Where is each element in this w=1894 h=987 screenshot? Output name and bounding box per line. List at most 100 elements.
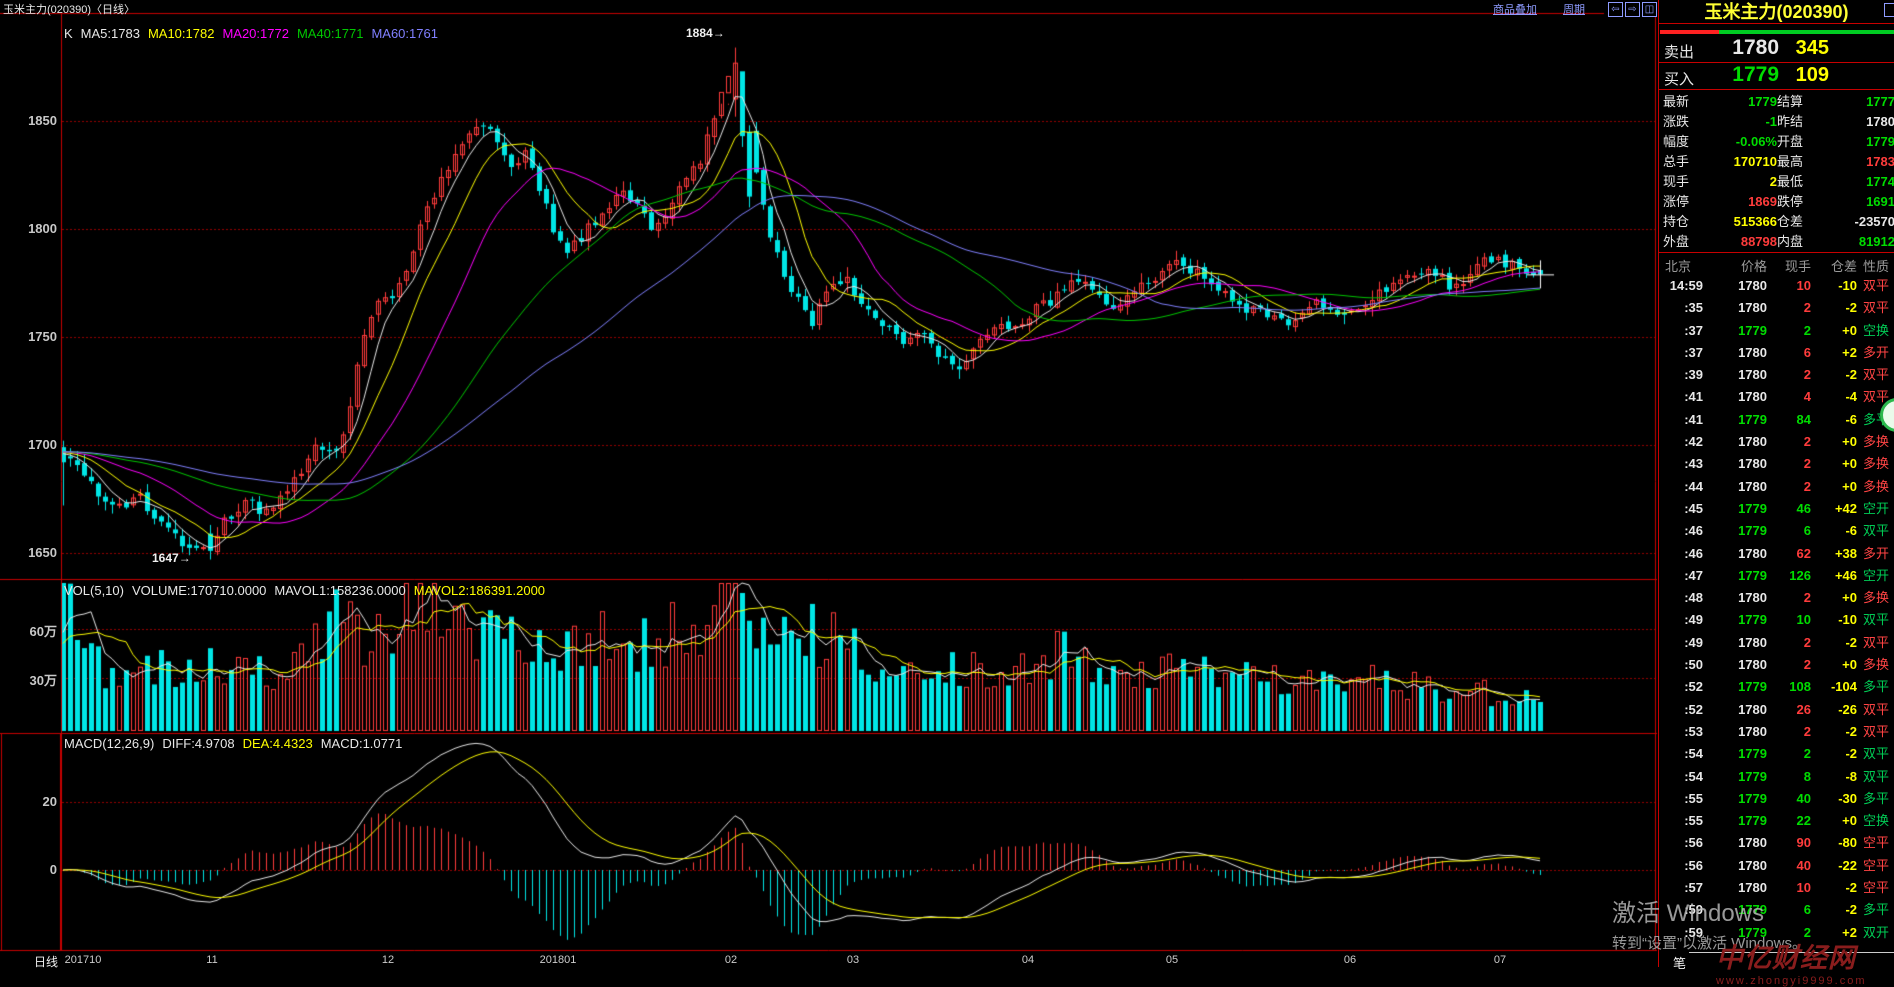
tick-cell: :54 [1684, 746, 1703, 762]
stat-label: 开盘 [1777, 134, 1804, 149]
tick-row: :56 1780 40 -22 空平 [1659, 855, 1894, 877]
tick-cell: 1779 [1738, 322, 1767, 338]
bid-row[interactable]: 买入 1779 109 [1659, 63, 1894, 90]
y-axis-label: 1750 [28, 329, 57, 344]
tick-cell: 1780 [1738, 723, 1767, 739]
y-axis-label: 1850 [28, 113, 57, 128]
tick-cell: 62 [1796, 545, 1811, 561]
tick-cell: :41 [1684, 389, 1703, 405]
stat-value: 88798 [1740, 234, 1777, 249]
tab-ticks[interactable]: 笔 [1673, 956, 1687, 971]
forward-arrow-icon[interactable]: ⇨ [1625, 2, 1640, 17]
tick-cell: 1779 [1738, 567, 1767, 583]
tick-cell: 1780 [1738, 434, 1767, 450]
quote-panel: 玉米主力(020390) 卖出 1780 345 买入 1779 109 最新 1… [1658, 0, 1894, 971]
site-watermark-url: www.zhongyi9999.com [1716, 975, 1867, 987]
tick-cell: 90 [1796, 835, 1811, 851]
kline-indicator-header: K MA5:1783 MA10:1782 MA20:1772 MA40:1771 MA60… [64, 25, 446, 43]
stat-label: 最新 [1663, 94, 1690, 109]
back-arrow-icon[interactable]: ⇦ [1608, 2, 1623, 17]
tick-cell: -2 [1845, 880, 1857, 896]
indicator-value: MACD(12,26,9) [64, 736, 155, 751]
tick-cell: 2 [1803, 723, 1811, 739]
tick-cell: +0 [1842, 456, 1857, 472]
stat-value: -0.06% [1735, 134, 1777, 149]
tick-cell: +0 [1842, 813, 1857, 829]
stat-label: 幅度 [1663, 134, 1690, 149]
stat-label: 外盘 [1663, 234, 1690, 249]
tick-row: :53 1780 2 -2 双平 [1659, 721, 1894, 743]
buy-sell-strength-bar [1660, 30, 1894, 34]
stat-value: 81912 [1858, 234, 1894, 249]
tick-row: :56 1780 90 -80 空平 [1659, 832, 1894, 854]
tick-cell: 多换 [1863, 590, 1890, 606]
tick-cell: 46 [1796, 500, 1811, 516]
tick-cell: :53 [1684, 723, 1703, 739]
tick-cell: -2 [1845, 902, 1857, 918]
panel-corner-icon[interactable] [1884, 3, 1894, 17]
tick-cell: :55 [1684, 813, 1703, 829]
tick-cell: :46 [1684, 545, 1703, 561]
tick-cell: 4 [1803, 389, 1811, 405]
tick-row: :59 1779 6 -2 多平 [1659, 899, 1894, 921]
tick-cell: 1780 [1738, 456, 1767, 472]
tick-cell: 双平 [1863, 768, 1890, 784]
high-annotation: 1884→ [686, 26, 725, 40]
tick-cell: 双平 [1863, 746, 1890, 762]
tick-cell: 1779 [1738, 902, 1767, 918]
tick-cell: :50 [1684, 657, 1703, 673]
tick-cell: 10 [1796, 278, 1811, 293]
tick-cell: 双平 [1863, 634, 1890, 650]
tick-cell: :37 [1684, 344, 1703, 360]
stat-label: 总手 [1663, 154, 1690, 169]
price-chart-canvas[interactable] [0, 0, 1894, 967]
commodity-overlay-link[interactable]: 商品叠加 [1493, 4, 1537, 16]
tick-row: :59 1779 2 +2 双开 [1659, 922, 1894, 944]
tick-cell: 108 [1789, 679, 1811, 695]
tick-cell: -2 [1845, 723, 1857, 739]
tick-cell: 2 [1803, 924, 1811, 940]
split-window-icon[interactable]: ◫ [1642, 2, 1657, 17]
tick-cell: 双开 [1863, 924, 1890, 940]
strength-red-segment [1660, 30, 1719, 34]
ask-qty: 345 [1795, 37, 1829, 59]
indicator-value: DEA:4.4323 [242, 736, 313, 751]
tick-cell: 1780 [1738, 478, 1767, 494]
time-axis-tick: 04 [1021, 954, 1035, 966]
stat-label: 结算 [1777, 94, 1804, 109]
tick-cell: 1780 [1738, 634, 1767, 650]
tick-row: :46 1780 62 +38 多开 [1659, 543, 1894, 565]
stat-value: -23570 [1854, 214, 1894, 229]
tick-cell: +38 [1834, 545, 1857, 561]
tick-cell: 2 [1803, 367, 1811, 383]
tick-cell: -6 [1845, 411, 1857, 427]
title-bar: 玉米主力(020390)〈日线〉 商品叠加 周期 ⇦ ⇨ ◫ [0, 0, 1894, 17]
period-label[interactable]: 日线 [34, 955, 59, 969]
stat-value: -1 [1765, 114, 1777, 129]
tick-cell: 8 [1803, 768, 1811, 784]
ask-row[interactable]: 卖出 1780 345 [1659, 36, 1894, 63]
strength-green-segment [1719, 30, 1894, 34]
tick-cell: 6 [1803, 523, 1811, 539]
tick-cell: 1780 [1738, 880, 1767, 896]
tick-cell: 空平 [1863, 857, 1890, 873]
tick-cell: -2 [1845, 634, 1857, 650]
tick-cell: -10 [1838, 612, 1857, 628]
stat-label: 涨停 [1663, 194, 1690, 209]
tick-cell: 2 [1803, 657, 1811, 673]
period-link[interactable]: 周期 [1563, 4, 1585, 16]
tick-list: 14:59 1780 10 -10 双平:35 1780 2 -2 双平:37 1779 2 +0 空换… [1659, 275, 1894, 944]
time-axis-tick: 201801 [539, 954, 577, 966]
tick-row: :54 1779 8 -8 双平 [1659, 766, 1894, 788]
tick-cell: :49 [1684, 634, 1703, 650]
tick-row: :49 1779 10 -10 双平 [1659, 609, 1894, 631]
y-axis-label: 30万 [29, 673, 57, 688]
stat-value: 515366 [1733, 214, 1777, 229]
tick-header-cell: 北京 [1665, 259, 1692, 274]
stat-value: 2 [1769, 174, 1777, 189]
tick-cell: 1779 [1738, 768, 1767, 784]
indicator-value: DIFF:4.9708 [162, 736, 235, 751]
tick-cell: 双平 [1863, 278, 1890, 293]
bid-price: 1779 [1732, 63, 1779, 86]
